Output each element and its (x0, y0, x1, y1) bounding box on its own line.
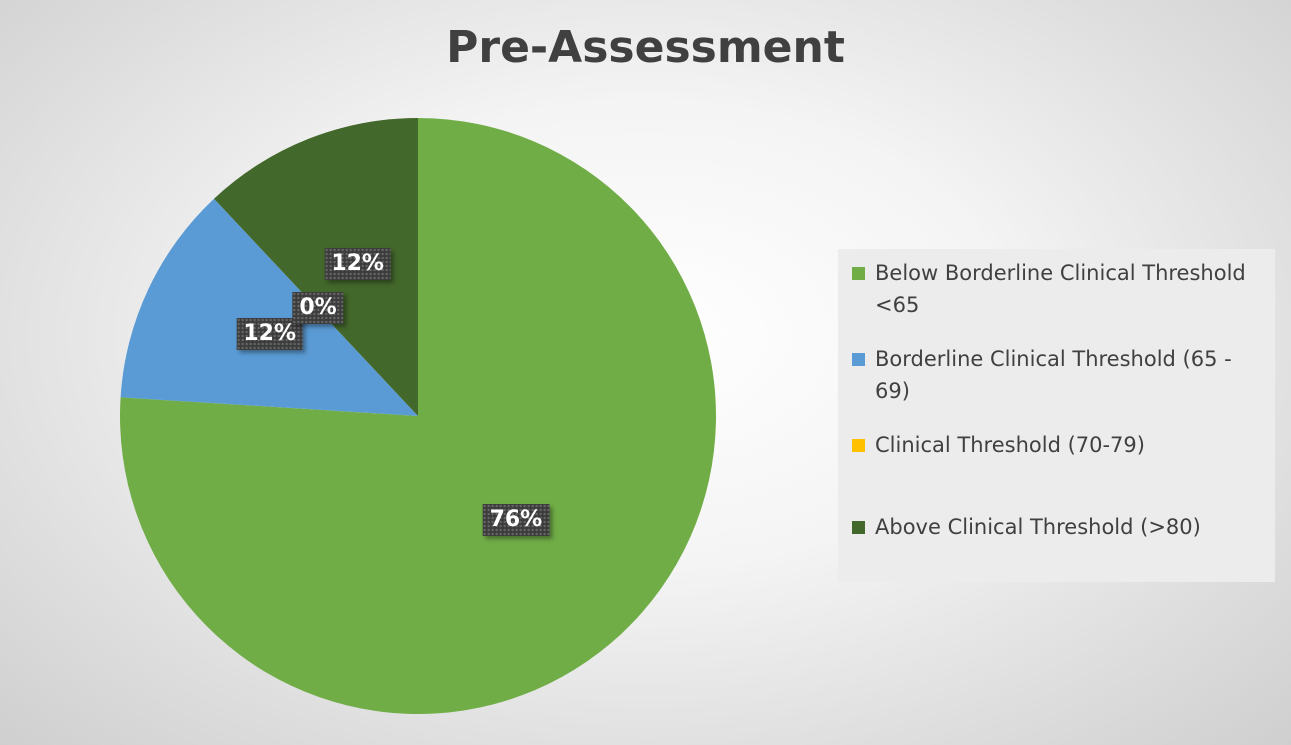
legend-swatch-clinical (852, 439, 865, 452)
legend-label-above-clinical: Above Clinical Threshold (>80) (875, 515, 1201, 539)
legend-item-borderline: Borderline Clinical Threshold (65 - 69) (852, 343, 1265, 407)
legend-swatch-borderline (852, 353, 865, 366)
data-label-above-clinical: 12% (324, 247, 391, 280)
chart-legend: Below Borderline Clinical Threshold <65 … (838, 249, 1275, 582)
pie-slice-below-borderline (120, 118, 717, 715)
data-label-below-borderline: 76% (482, 504, 550, 537)
legend-swatch-below-borderline (852, 267, 865, 280)
legend-label-clinical: Clinical Threshold (70-79) (875, 433, 1145, 457)
legend-item-below-borderline: Below Borderline Clinical Threshold <65 (852, 257, 1265, 321)
pie-slice-borderline (120, 198, 418, 416)
legend-item-above-clinical: Above Clinical Threshold (>80) (852, 511, 1265, 571)
legend-swatch-above-clinical (852, 521, 865, 534)
legend-item-clinical: Clinical Threshold (70-79) (852, 429, 1265, 489)
data-label-clinical: 0% (292, 292, 344, 324)
legend-label-borderline: Borderline Clinical Threshold (65 - 69) (875, 347, 1232, 403)
legend-label-below-borderline: Below Borderline Clinical Threshold <65 (875, 261, 1246, 317)
pie-slice-above-clinical (214, 118, 418, 416)
data-label-borderline: 12% (236, 318, 304, 351)
chart-title: Pre-Assessment (446, 22, 845, 73)
